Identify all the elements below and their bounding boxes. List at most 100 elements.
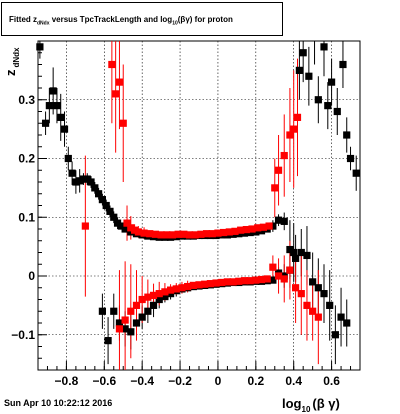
x-tick-label: 0.4 [285,374,302,388]
black-data-point [104,337,112,345]
black-data-point [252,228,260,236]
black-data-point [352,169,360,177]
black-data-point [138,313,146,321]
red-data-point [140,229,148,237]
black-data-point [127,228,135,236]
red-data-point [218,278,226,287]
red-data-point [286,131,294,139]
y-tick-label: 0.3 [18,93,35,107]
black-data-point [297,248,305,257]
red-data-point [81,222,89,230]
red-data-point [231,227,239,235]
red-data-point [280,275,288,283]
red-data-point [108,60,116,69]
error-bars [39,41,357,370]
red-data-point [254,224,262,232]
red-data-point [157,231,165,239]
x-axis-label-tail: (β γ) [312,396,339,411]
red-data-point [146,230,154,238]
black-data-point [45,102,53,110]
red-data-point [149,291,158,299]
red-data-point [172,285,180,293]
black-data-point [314,96,322,104]
red-data-point [293,113,302,121]
black-data-point [331,331,339,339]
red-data-point [248,225,256,233]
black-data-point [280,217,288,225]
red-data-point [115,325,124,333]
black-data-point [53,102,61,110]
black-data-point [144,307,152,315]
red-data-point [144,293,152,301]
red-data-point [174,230,182,238]
red-data-point [189,281,197,289]
black-data-point [98,307,106,315]
red-data-point [280,151,288,160]
black-data-point [41,119,50,127]
black-data-point [64,154,72,163]
black-data-point [106,207,114,215]
red-data-point [242,225,250,234]
red-data-point [297,290,305,298]
black-data-point [95,190,103,198]
black-data-point [121,225,129,233]
red-data-point [240,277,249,285]
black-data-point [292,254,300,262]
chart-title-part2: versus TpcTrackLength and log [49,15,173,24]
black-data-point [36,43,44,51]
red-data-point [127,224,135,232]
red-data-point [309,307,317,315]
red-data-point [290,125,298,133]
black-data-point [346,154,355,163]
red-data-point [274,166,283,174]
black-data-point [269,276,277,284]
red-data-point [202,230,211,238]
red-data-point [119,119,127,127]
black-data-point [286,245,294,254]
black-data-point [102,201,110,210]
x-tick-label: −0.8 [55,374,79,388]
black-data-point [305,72,313,80]
red-data-point [220,228,228,237]
red-data-point [151,230,160,238]
red-data-point [161,288,169,296]
black-data-point [274,216,283,224]
black-data-point [72,178,80,186]
plot-frame [37,40,361,371]
black-data-point [290,248,298,257]
black-data-point [303,251,311,260]
red-data-point [223,278,232,286]
y-tick-label: −0.1 [11,328,35,342]
red-data-point [195,281,203,289]
red-data-point [292,284,300,292]
red-data-point [112,90,120,98]
red-data-point [123,219,131,227]
x-tick-label: 0.6 [323,374,340,388]
red-data-point [201,280,209,288]
red-data-point [225,228,233,236]
black-data-point [269,222,277,230]
chart-title-part3: (βγ) for proton [177,15,233,24]
y-tick-label: 0.1 [18,210,35,224]
red-data-point [180,230,188,238]
x-tick-label: −0.2 [168,374,192,388]
black-data-point [49,87,57,95]
red-data-point [265,222,273,230]
black-data-point [343,319,351,327]
red-data-point [286,266,294,274]
timestamp: Sun Apr 10 10:22:12 2016 [4,398,113,408]
black-data-point [339,60,347,69]
grid-lines [38,41,360,370]
red-data-point [127,307,135,315]
red-data-point [132,301,141,309]
black-data-point [161,292,169,301]
x-tick-label: 0.2 [247,374,264,388]
red-data-point [155,290,163,298]
chart-title: Fitted zdNdx versus TpcTrackLength and l… [9,15,233,27]
black-data-point [121,325,129,333]
x-axis-label-main: log [282,396,302,411]
black-data-point [117,222,125,230]
data-points [36,43,360,345]
chart-title-sub1: dNdx [37,20,50,27]
red-data-point [184,282,192,291]
